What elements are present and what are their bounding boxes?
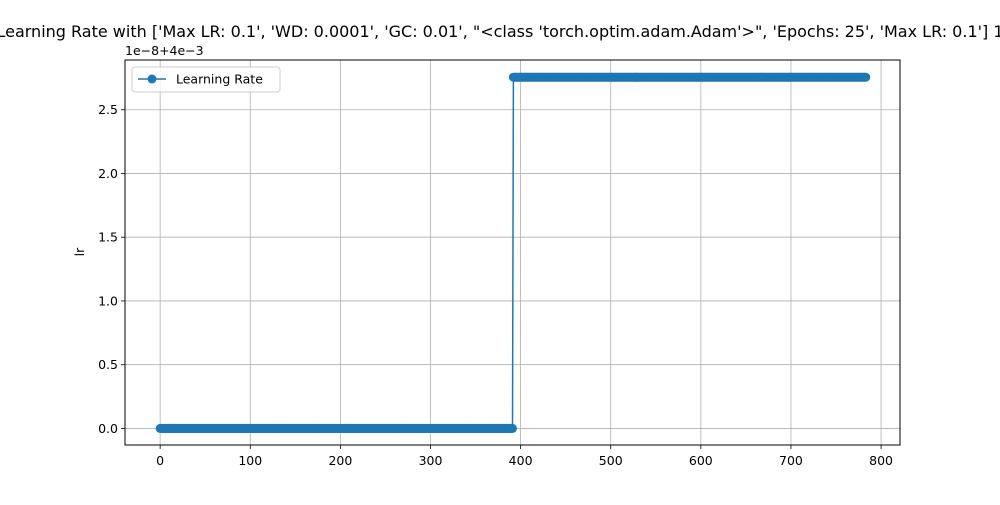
legend: Learning Rate	[131, 66, 281, 93]
y-axis-label: lr	[72, 247, 87, 256]
legend-entry-label: Learning Rate	[176, 72, 263, 87]
legend-box	[131, 66, 281, 93]
data-point	[861, 72, 871, 82]
x-tick-label: 0	[156, 453, 164, 468]
chart-title: Learning Rate with ['Max LR: 0.1', 'WD: …	[0, 22, 1000, 41]
series-learning-rate	[155, 72, 871, 433]
x-tick-label: 700	[779, 453, 803, 468]
y-tick-label: 1.0	[98, 293, 118, 308]
legend-marker-swatch	[147, 74, 157, 84]
y-tick-label: 1.5	[98, 230, 118, 245]
data-point	[508, 423, 517, 433]
x-tick-label: 300	[419, 453, 443, 468]
x-tick-label: 500	[599, 453, 623, 468]
y-tick-label: 0.0	[98, 421, 118, 436]
y-axis-offset-label: 1e−8+4e−3	[125, 43, 204, 58]
y-tick-label: 0.5	[98, 357, 118, 372]
x-tick-label: 800	[869, 453, 893, 468]
plot-area-frame	[124, 59, 901, 446]
x-tick-label: 400	[509, 453, 533, 468]
y-tick-label: 2.5	[98, 102, 118, 117]
series-line	[160, 76, 866, 430]
x-tick-label: 100	[238, 453, 262, 468]
axis-ticks: 0 100 200 300 400 500 600 700 800 0.0 0.5 1.0 1.5 2.0…	[98, 102, 893, 468]
x-tick-label: 600	[689, 453, 713, 468]
y-tick-label: 2.0	[98, 166, 118, 181]
x-tick-label: 200	[328, 453, 352, 468]
